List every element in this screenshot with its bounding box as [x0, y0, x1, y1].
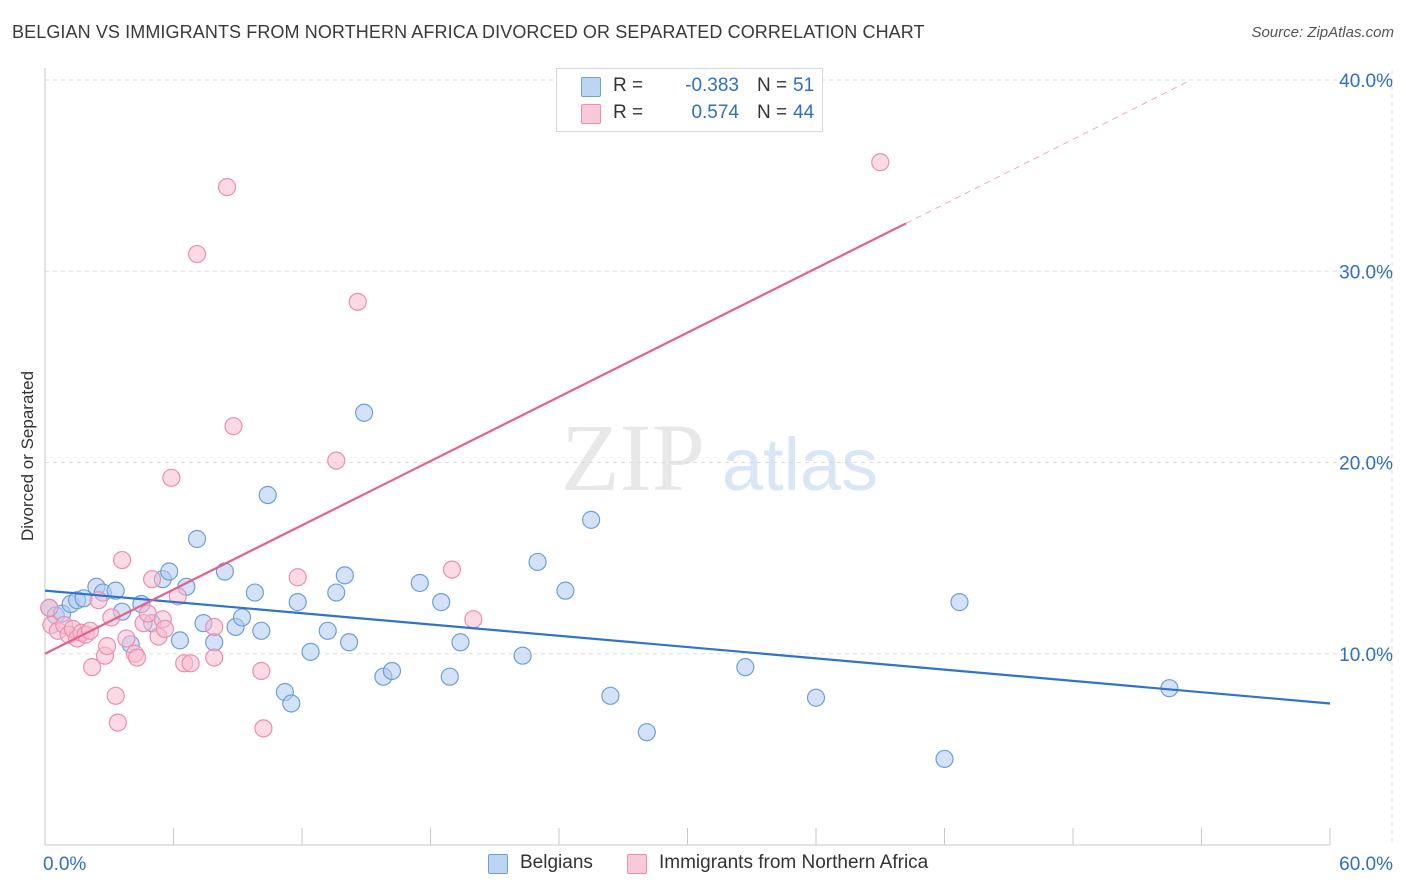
belgian-point	[187, 529, 207, 549]
immigrant-point	[142, 570, 162, 589]
immigrant-point	[40, 598, 59, 617]
legend-r-value: -0.383	[685, 75, 739, 96]
belgian-point	[950, 593, 969, 612]
belgian-point	[736, 658, 755, 677]
belgian-point	[318, 621, 337, 640]
immigrant-point	[348, 292, 367, 311]
belgian-point	[252, 621, 271, 640]
immigrant-point	[106, 686, 125, 705]
belgian-point	[301, 642, 320, 661]
belgian-point	[335, 566, 354, 585]
belgian-point	[440, 667, 459, 686]
belgian-point	[106, 581, 125, 600]
y-tick-label: 40.0%	[1339, 71, 1393, 92]
source-credit: Source: ZipAtlas.com	[1251, 24, 1394, 41]
legend-n-label: N =	[757, 102, 788, 123]
immigrants-trend-line	[44, 222, 907, 655]
belgian-point	[528, 552, 547, 572]
belgian-point	[170, 631, 190, 650]
legend-r-label: R =	[613, 75, 644, 96]
immigrant-point	[108, 713, 127, 732]
legend-n-value: 51	[793, 75, 815, 96]
belgian-point	[556, 581, 575, 600]
immigrants-trend-extension	[905, 79, 1192, 224]
belgian-point	[806, 688, 826, 707]
belgian-point	[288, 593, 307, 612]
immigrant-point	[288, 568, 307, 587]
x-tick-label: 0.0%	[43, 854, 86, 875]
immigrant-point	[224, 417, 243, 436]
immigrant-point	[217, 178, 237, 197]
belgian-point	[355, 403, 374, 422]
belgian-point	[245, 583, 264, 602]
belgian-point	[582, 510, 601, 529]
x-tick-label: 60.0%	[1339, 854, 1393, 875]
immigrant-point	[83, 658, 102, 677]
immigrant-point	[871, 153, 890, 172]
belgian-point	[258, 485, 277, 505]
series-name: Belgians	[520, 852, 593, 873]
belgian-point	[205, 633, 224, 652]
legend-n-label: N =	[757, 75, 788, 96]
belgian-point	[432, 593, 451, 612]
legend-n-value: 44	[793, 102, 815, 123]
belgian-point	[410, 573, 429, 593]
belgian-point	[935, 749, 954, 769]
watermark-atlas: atlas	[722, 423, 878, 506]
watermark: ZIP atlas	[561, 404, 878, 511]
immigrant-point	[205, 648, 224, 667]
immigrant-point	[117, 629, 136, 648]
series-swatch-blue	[488, 854, 508, 874]
immigrant-point	[252, 661, 271, 681]
immigrant-point	[442, 560, 462, 579]
immigrant-point	[162, 468, 181, 487]
series-swatch-pink	[627, 854, 647, 874]
immigrant-point	[155, 619, 175, 638]
trend-layer	[44, 79, 1331, 705]
belgian-point	[232, 608, 252, 627]
immigrant-point	[254, 719, 273, 738]
immigrant-point	[327, 451, 346, 470]
y-tick-label: 30.0%	[1339, 262, 1393, 283]
immigrant-point	[464, 610, 483, 629]
belgians-trend-line	[44, 589, 1331, 705]
legend-r-label: R =	[613, 102, 644, 123]
belgian-point	[382, 661, 402, 681]
belgian-point	[160, 562, 179, 581]
legend-swatch-blue	[581, 77, 601, 97]
tick-labels: 10.0% 20.0% 30.0% 40.0% 0.0% 60.0%	[43, 71, 1393, 875]
immigrant-point	[127, 648, 147, 667]
stats-legend: R = -0.383 N = 51 R = 0.574 N = 44	[556, 68, 823, 132]
immigrant-point	[187, 244, 207, 264]
belgian-point	[327, 583, 346, 602]
series-name: Immigrants from Northern Africa	[659, 852, 929, 873]
belgian-point	[340, 633, 359, 652]
belgian-point	[637, 723, 656, 742]
immigrant-point	[112, 550, 132, 570]
legend-r-value: 0.574	[691, 102, 739, 123]
belgian-point	[513, 646, 532, 665]
y-tick-label: 20.0%	[1339, 454, 1393, 475]
immigrant-point	[181, 654, 200, 673]
chart-title: BELGIAN VS IMMIGRANTS FROM NORTHERN AFRI…	[12, 22, 925, 42]
grid-layer	[45, 70, 1393, 845]
points-layer	[40, 153, 1179, 769]
belgian-point	[215, 562, 234, 581]
immigrant-point	[205, 617, 224, 637]
axes-layer	[44, 68, 1331, 846]
immigrant-point	[98, 636, 117, 656]
y-tick-label: 10.0%	[1339, 645, 1393, 666]
belgian-point	[282, 694, 301, 713]
watermark-zip: ZIP	[561, 404, 705, 511]
belgian-point	[601, 686, 620, 705]
belgian-point	[451, 633, 470, 652]
legend-swatch-pink	[581, 104, 601, 124]
